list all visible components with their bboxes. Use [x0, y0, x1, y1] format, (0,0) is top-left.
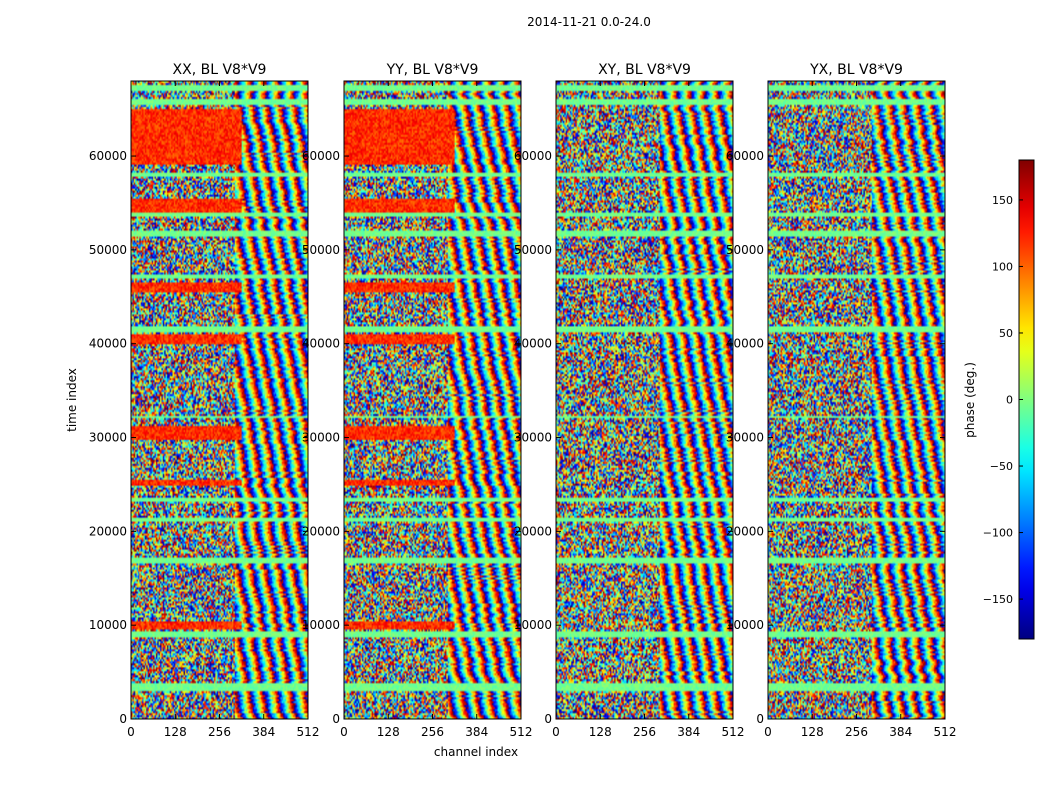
y-tick-label: 40000: [302, 337, 340, 351]
panel-xx: XX, BL V8*V9 0 128 256 384 512 0 10000 20000 3000…: [89, 62, 320, 739]
colorbar: −150 −100 −50 0 50 100 150: [983, 159, 1035, 640]
x-tick-label: 0: [127, 725, 135, 739]
x-tick-label: 384: [465, 725, 488, 739]
panel-title: YX, BL V8*V9: [809, 62, 903, 78]
x-tick-label: 384: [677, 725, 700, 739]
colorbar-label: phase (deg.): [963, 362, 977, 438]
x-tick-label: 128: [164, 725, 187, 739]
x-tick-label: 384: [252, 725, 275, 739]
x-axis-label: channel index: [434, 745, 518, 759]
y-tick-label: 0: [119, 712, 127, 726]
x-tick-label: 128: [589, 725, 612, 739]
y-tick-label: 20000: [302, 524, 340, 538]
y-tick-label: 20000: [726, 524, 764, 538]
y-tick-label: 40000: [514, 337, 552, 351]
x-tick-label: 128: [377, 725, 400, 739]
y-tick-label: 50000: [514, 243, 552, 257]
heatmap-image-xy: [556, 81, 733, 719]
colorbar-tick-label: 50: [999, 327, 1013, 340]
y-tick-label: 60000: [89, 149, 127, 163]
heatmap-image-yx: [768, 81, 945, 719]
y-tick-label: 50000: [302, 243, 340, 257]
y-tick-label: 30000: [302, 431, 340, 445]
y-tick-label: 60000: [514, 149, 552, 163]
panel-title: XX, BL V8*V9: [173, 62, 267, 78]
y-tick-label: 0: [332, 712, 340, 726]
y-tick-label: 20000: [89, 524, 127, 538]
y-axis-label: time index: [65, 368, 79, 432]
panel-yx: YX, BL V8*V9 0 128 256 384 512 0 10000 20000 3000…: [726, 62, 957, 739]
colorbar-tick-label: 100: [992, 260, 1013, 273]
y-tick-label: 50000: [89, 243, 127, 257]
y-tick-label: 40000: [89, 337, 127, 351]
panels-group: XX, BL V8*V9 0 128 256 384 512 0 10000 20000 3000…: [89, 62, 957, 739]
y-tick-label: 60000: [302, 149, 340, 163]
colorbar-tick-label: −50: [990, 460, 1013, 473]
y-tick-label: 0: [756, 712, 764, 726]
colorbar-tick-label: −100: [983, 527, 1013, 540]
y-tick-label: 10000: [726, 618, 764, 632]
figure-suptitle: 2014-11-21 0.0-24.0: [527, 15, 651, 29]
x-tick-label: 256: [208, 725, 231, 739]
y-tick-label: 30000: [89, 431, 127, 445]
y-tick-label: 20000: [514, 524, 552, 538]
panel-yy: YY, BL V8*V9 0 128 256 384 512 0 10000 20000 3000…: [302, 62, 533, 739]
x-tick-label: 128: [801, 725, 824, 739]
y-tick-label: 50000: [726, 243, 764, 257]
x-tick-label: 384: [889, 725, 912, 739]
x-tick-label: 256: [845, 725, 868, 739]
heatmap-image-xx: [131, 81, 308, 719]
x-tick-label: 512: [297, 725, 320, 739]
x-tick-label: 256: [421, 725, 444, 739]
colorbar-tick-label: 0: [1006, 394, 1013, 407]
x-tick-label: 0: [552, 725, 560, 739]
y-tick-label: 10000: [514, 618, 552, 632]
colorbar-tick-label: −150: [983, 593, 1013, 606]
y-tick-label: 30000: [514, 431, 552, 445]
y-tick-label: 60000: [726, 149, 764, 163]
y-tick-label: 0: [544, 712, 552, 726]
x-tick-label: 0: [340, 725, 348, 739]
y-tick-label: 30000: [726, 431, 764, 445]
panel-title: YY, BL V8*V9: [386, 62, 479, 78]
colorbar-tick-label: 150: [992, 194, 1013, 207]
x-tick-label: 512: [722, 725, 745, 739]
y-tick-label: 10000: [302, 618, 340, 632]
x-tick-label: 512: [934, 725, 957, 739]
y-tick-label: 10000: [89, 618, 127, 632]
x-tick-label: 512: [510, 725, 533, 739]
heatmap-image-yy: [344, 81, 521, 719]
panel-xy: XY, BL V8*V9 0 128 256 384 512 0 10000 20000 3000…: [514, 62, 745, 739]
x-tick-label: 0: [764, 725, 772, 739]
panel-title: XY, BL V8*V9: [598, 62, 691, 78]
y-tick-label: 40000: [726, 337, 764, 351]
x-tick-label: 256: [633, 725, 656, 739]
